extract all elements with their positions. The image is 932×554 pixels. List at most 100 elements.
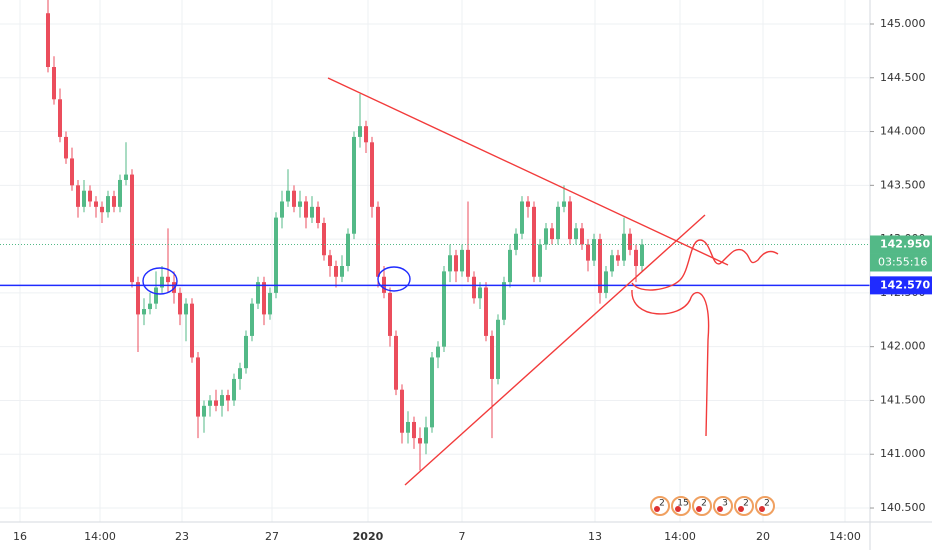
candle-body [184,303,188,315]
candle-body [220,395,224,406]
highlight-ellipse [142,267,178,295]
event-flag [675,506,681,512]
candle-body [250,303,254,336]
event-flag [654,506,660,512]
candle-body [376,206,380,277]
candle-body [436,346,440,358]
y-tick-label: 143.500 [880,178,926,191]
candle-body [196,357,200,417]
candle-body [598,239,602,293]
candle-body [274,217,278,293]
candle-body [262,282,266,315]
candle-body [100,206,104,213]
candle-body [556,206,560,240]
event-count: 15 [677,499,688,509]
candle-body [448,255,452,272]
candle-body [412,421,416,439]
event-count: 2 [764,499,770,509]
candle-body [364,126,368,143]
candle-body [628,233,632,250]
candle-body [268,292,272,315]
candle-body [280,201,284,218]
candle-body [244,335,248,369]
candle-body [106,196,110,213]
candle-body [490,335,494,379]
candle-body [112,196,116,207]
trend-line [404,214,706,486]
event-count: 2 [743,499,749,509]
candle-body [316,206,320,223]
candle-body [442,271,446,347]
candle-body [550,228,554,240]
y-tick-label: 145.000 [880,17,926,30]
candle-body [76,185,80,207]
candle-body [616,255,620,261]
candle-body [574,228,578,240]
y-tick-label: 140.500 [880,501,926,514]
candle-body [508,249,512,283]
candle-body [370,142,374,207]
candle-body [520,201,524,234]
price-label: 142.570 [880,278,930,291]
candle-body [544,228,548,245]
candle-body [484,287,488,336]
x-tick-label: 14:00 [664,530,696,543]
candle-body [64,136,68,159]
candle-body [388,292,392,336]
candle-body [142,309,146,315]
event-flag [759,506,765,512]
x-tick-label: 2020 [353,530,384,543]
candle-body [580,228,584,245]
candle-body [460,249,464,272]
candle-body [532,206,536,277]
candle-body [202,405,206,417]
candle-body [166,276,170,283]
labels: 145.000144.500144.000143.500143.000142.5… [13,17,932,543]
x-tick-label: 23 [175,530,189,543]
candle-body [358,126,362,137]
candle-body [478,287,482,299]
candle-body [394,335,398,390]
candle-body [346,233,350,267]
x-tick-label: 20 [756,530,770,543]
candle-body [640,244,644,267]
candle-body [130,174,134,283]
y-tick-label: 141.500 [880,393,926,406]
candle-body [466,249,470,277]
grid [0,0,870,522]
candle-body [154,287,158,304]
candle-body [604,271,608,293]
candle-body [190,303,194,358]
candle-body [208,400,212,406]
projection-path [631,289,710,437]
candle-body [88,190,92,202]
price-label-bg [870,235,932,254]
candle-body [298,201,302,207]
candle-body [496,319,500,379]
candle-body [148,303,152,310]
event-count: 3 [722,499,728,509]
event-count: 2 [701,499,707,509]
candle-body [568,201,572,240]
candle-body [232,378,236,401]
candle-body [238,368,242,379]
candle-body [502,282,506,320]
y-tick-label: 142.000 [880,340,926,353]
candle-body [178,292,182,315]
y-tick-label: 144.000 [880,125,926,138]
candle-body [310,206,314,218]
price-label-bg [870,276,932,295]
candle-body [634,249,638,267]
y-tick-label: 141.000 [880,447,926,460]
countdown-label: 03:55:16 [878,255,927,268]
candle-body [472,276,476,299]
candle-body [226,395,230,401]
candle-body [586,244,590,261]
event-flag [717,506,723,512]
candle-body [160,276,164,288]
candle-body [124,174,128,180]
candle-body [58,99,62,137]
trend-line [327,77,729,266]
price-label: 142.950 [880,237,930,250]
